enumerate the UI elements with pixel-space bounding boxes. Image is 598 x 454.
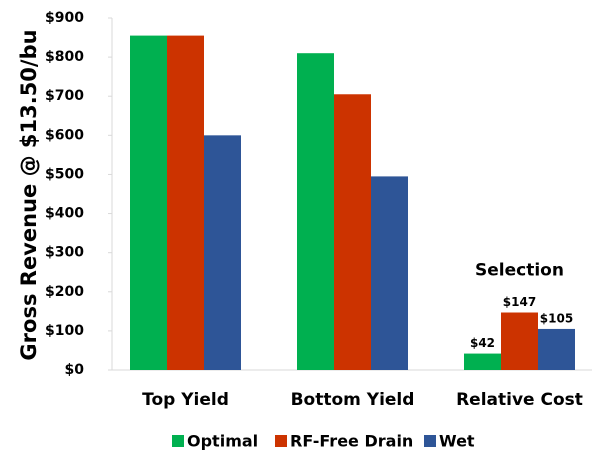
- legend-swatch: [172, 435, 184, 447]
- x-tick-label: Bottom Yield: [291, 390, 415, 410]
- bar: [297, 53, 334, 370]
- y-tick-label: $0: [65, 362, 85, 378]
- bar: [371, 176, 408, 370]
- y-tick-label: $300: [45, 245, 84, 261]
- y-tick-label: $100: [45, 323, 84, 339]
- y-tick-label: $600: [45, 127, 84, 143]
- legend-label: Wet: [439, 432, 475, 451]
- legend-label: RF-Free Drain: [290, 432, 413, 451]
- y-tick-label: $500: [45, 166, 84, 182]
- y-axis-title: Gross Revenue @ $13.50/bu: [17, 29, 41, 360]
- y-tick-label: $900: [45, 10, 84, 26]
- y-tick-label: $800: [45, 49, 84, 65]
- value-label: $42: [470, 336, 495, 350]
- annotation: Selection: [475, 261, 564, 281]
- bar: [334, 94, 371, 371]
- x-tick-label: Relative Cost: [456, 390, 583, 410]
- bar: [167, 35, 204, 370]
- y-tick-label: $200: [45, 284, 84, 300]
- value-label: $105: [540, 311, 573, 325]
- legend-label: Optimal: [187, 432, 258, 451]
- bar: [464, 353, 501, 370]
- y-tick-label: $400: [45, 206, 84, 222]
- y-tick-label: $700: [45, 88, 84, 104]
- bar: [130, 35, 167, 370]
- legend-swatch: [275, 435, 287, 447]
- bar: [204, 135, 241, 370]
- x-tick-label: Top Yield: [142, 390, 229, 410]
- legend-swatch: [424, 435, 436, 447]
- bar: [538, 328, 575, 370]
- bar: [501, 312, 538, 370]
- value-label: $147: [503, 295, 536, 309]
